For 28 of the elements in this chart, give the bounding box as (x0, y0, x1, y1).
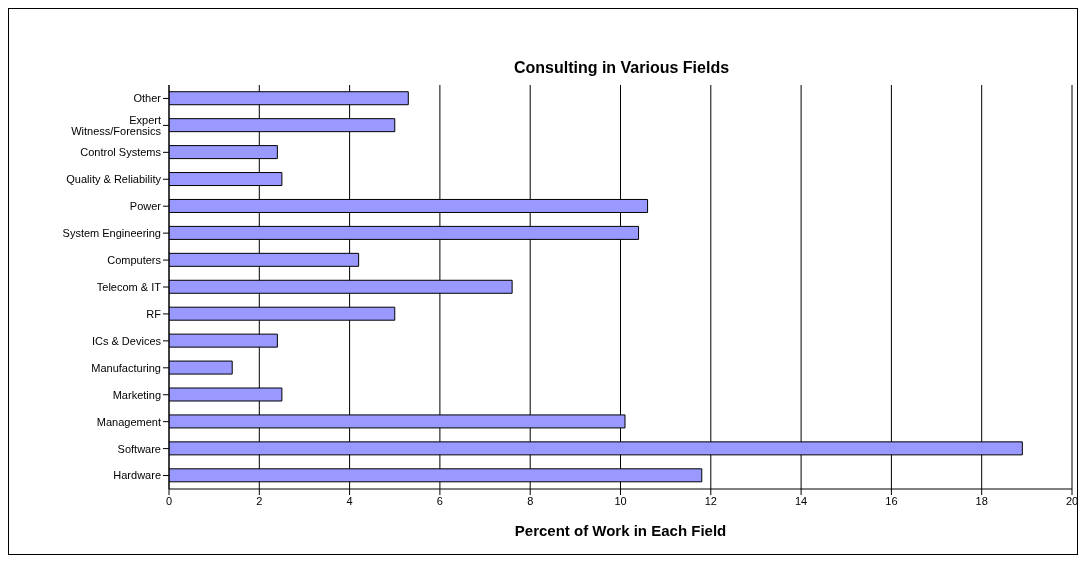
x-tick-label: 20 (1065, 494, 1079, 507)
x-tick-label: 0 (165, 494, 173, 507)
y-tick-label: RF (146, 307, 162, 320)
y-tick-label: Management (96, 415, 161, 428)
y-tick-label: ICs & Devices (91, 334, 162, 347)
y-tick-label: Expert Witness/Forensics (71, 113, 162, 137)
x-tick-label: 4 (346, 494, 353, 507)
y-tick-label: Telecom & IT (96, 280, 162, 293)
y-tick-label: System Engineering (62, 227, 161, 240)
chart-title: Consulting in Various Fields (512, 59, 731, 78)
y-tick-label: Computers (107, 253, 162, 266)
y-tick-label: Power (129, 200, 162, 213)
x-tick-label: 10 (614, 494, 627, 507)
x-tick-label: 18 (975, 494, 988, 507)
y-tick-label: Quality & Reliability (66, 173, 162, 186)
x-axis-title: Percent of Work in Each Field (514, 522, 727, 539)
x-tick-label: 2 (256, 494, 263, 507)
y-tick-label: Control Systems (80, 146, 162, 159)
x-tick-label: 12 (704, 494, 717, 507)
y-tick-label: Software (117, 442, 161, 455)
y-tick-label: Marketing (112, 388, 161, 401)
x-tick-label: 16 (885, 494, 898, 507)
y-tick-label: Hardware (113, 469, 161, 482)
x-tick-label: 8 (527, 494, 534, 507)
x-tick-label: 6 (436, 494, 443, 507)
x-tick-label: 14 (794, 494, 808, 507)
y-tick-label: Manufacturing (91, 361, 161, 374)
y-tick-label: Other (133, 92, 162, 105)
